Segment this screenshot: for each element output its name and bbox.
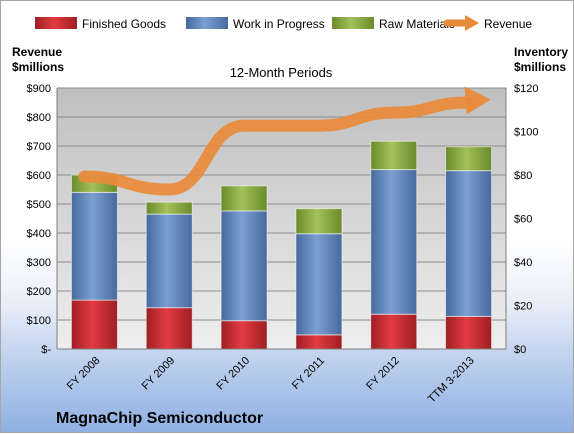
category-label: FY 2008: [65, 355, 103, 393]
legend-swatch-revenue-arrowhead: [465, 15, 479, 31]
bar-work-in-progress: [370, 169, 418, 315]
bar-finished-goods: [370, 313, 418, 350]
category-label: TTM 3-2013: [426, 355, 477, 406]
bar-raw-materials: [370, 140, 418, 171]
left-axis-title-line2: $millions: [12, 60, 64, 74]
right-tick-label: $100: [514, 127, 538, 139]
bar-finished-goods: [220, 320, 268, 350]
category-label: FY 2009: [140, 355, 178, 393]
right-tick-label: $0: [514, 344, 526, 356]
gridlines: [57, 87, 506, 321]
chart-subtitle: 12-Month Periods: [230, 65, 333, 80]
category-label: FY 2010: [214, 355, 252, 393]
right-tick-label: $80: [514, 170, 532, 182]
right-tick-label: $60: [514, 214, 532, 226]
legend-swatch-raw-materials: [332, 17, 374, 29]
legend-swatch-finished-goods: [35, 17, 77, 29]
company-name: MagnaChip Semiconductor: [56, 410, 263, 427]
bar-work-in-progress: [295, 233, 343, 336]
category-label: FY 2011: [290, 355, 327, 392]
bar-raw-materials: [145, 201, 193, 215]
left-tick-label: $400: [27, 228, 51, 240]
bar-work-in-progress: [145, 213, 193, 309]
bar-work-in-progress: [70, 191, 118, 301]
bar-raw-materials: [445, 146, 493, 172]
left-tick-label: $300: [27, 257, 51, 269]
category-label: FY 2012: [364, 355, 402, 393]
left-tick-label: $600: [27, 170, 51, 182]
legend-label-work-in-progress: Work in Progress: [233, 17, 325, 31]
left-tick-label: $100: [27, 315, 51, 327]
legend-label-raw-materials: Raw Materials: [379, 17, 455, 31]
bar-finished-goods: [295, 334, 343, 350]
left-tick-label: $-: [41, 344, 51, 356]
revenue-line-layer: [78, 86, 491, 196]
bar-finished-goods: [445, 315, 493, 350]
right-tick-label: $120: [514, 83, 538, 95]
bar-finished-goods: [145, 307, 193, 350]
revenue-line: [78, 96, 475, 196]
bar-raw-materials: [295, 208, 343, 235]
right-tick-label: $20: [514, 301, 532, 313]
left-tick-label: $700: [27, 141, 51, 153]
legend-swatch-work-in-progress: [186, 17, 228, 29]
bars-layer: [70, 140, 493, 350]
bar-raw-materials: [220, 185, 268, 212]
right-axis-title-line1: Inventory: [514, 45, 568, 59]
left-axis-title-line1: Revenue: [12, 45, 62, 59]
left-tick-label: $500: [27, 199, 51, 211]
revenue-arrowhead: [464, 86, 491, 115]
bar-work-in-progress: [445, 170, 493, 317]
left-tick-label: $800: [27, 112, 51, 124]
bar-work-in-progress: [220, 210, 268, 322]
legend: Finished Goods Work in Progress Raw Mate…: [35, 15, 532, 31]
bar-finished-goods: [70, 299, 118, 350]
legend-label-finished-goods: Finished Goods: [82, 17, 166, 31]
left-tick-label: $200: [27, 286, 51, 298]
legend-label-revenue: Revenue: [484, 17, 532, 31]
left-tick-label: $900: [27, 83, 51, 95]
right-tick-label: $40: [514, 257, 532, 269]
right-axis-title-line2: $millions: [514, 60, 566, 74]
